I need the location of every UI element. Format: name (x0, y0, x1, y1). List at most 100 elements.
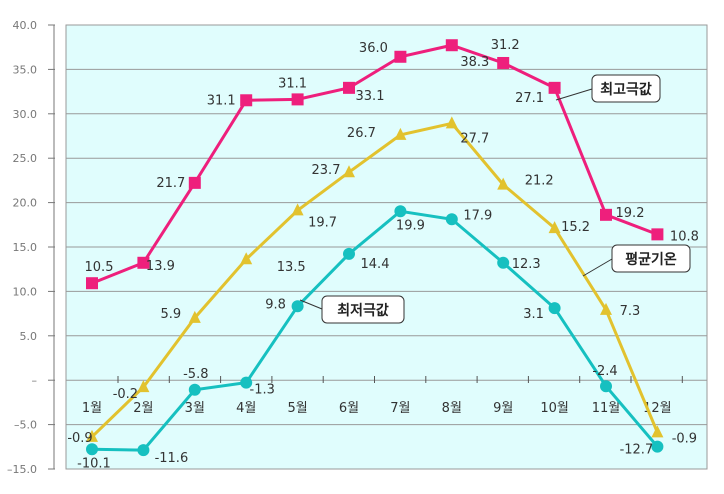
x-tick-label: 9월 (493, 401, 513, 416)
data-point (343, 81, 355, 94)
y-tick-label: 5.0 (20, 330, 38, 343)
x-tick-label: 8월 (442, 401, 462, 416)
data-point (600, 380, 612, 393)
data-point (445, 39, 458, 52)
data-point (497, 56, 510, 69)
data-point (291, 203, 304, 216)
data-point (497, 177, 510, 190)
callout-line (299, 299, 323, 310)
data-label: -11.6 (155, 451, 189, 466)
data-label: 27.7 (460, 131, 489, 146)
data-point (240, 252, 253, 265)
y-tick-label: –15.0 (7, 463, 37, 476)
data-point (548, 302, 561, 315)
x-tick-label: 5월 (287, 401, 307, 416)
data-point (445, 116, 458, 129)
x-tick-label: 10월 (540, 401, 569, 416)
data-point (86, 443, 98, 456)
data-label: 19.9 (396, 218, 425, 233)
data-label: 7.3 (620, 304, 641, 319)
data-point (137, 256, 150, 269)
x-tick-label: 2월 (133, 401, 153, 416)
data-label: 26.7 (347, 126, 376, 141)
y-tick-label: –5.0 (14, 419, 37, 432)
data-label: -5.8 (183, 367, 208, 382)
data-point (651, 425, 664, 438)
data-label: 3.1 (523, 307, 544, 322)
legend-label: 최저극값 (337, 303, 389, 319)
y-tick-label: – (32, 374, 38, 387)
data-point (394, 205, 407, 218)
data-label: 31.2 (491, 38, 520, 53)
data-label: -0.2 (113, 387, 138, 402)
data-label: -0.9 (67, 431, 92, 446)
callout-box (591, 74, 661, 103)
data-point (548, 81, 561, 94)
y-tick-label: 40.0 (13, 19, 38, 32)
data-point (497, 256, 510, 269)
x-tick-label: 3월 (185, 401, 205, 416)
data-point (291, 300, 304, 313)
y-tick-label: 10.0 (13, 285, 38, 298)
y-tick-label: 20.0 (13, 197, 38, 210)
x-tick-label: 6월 (339, 401, 359, 416)
data-label: 12.3 (512, 257, 541, 272)
data-label: 36.0 (359, 41, 388, 56)
data-label: 14.4 (361, 257, 390, 272)
y-tick-label: 15.0 (13, 241, 38, 254)
data-label: -12.7 (620, 443, 654, 458)
data-label: -2.4 (592, 364, 617, 379)
series-line-2 (91, 209, 659, 452)
data-point (548, 221, 561, 234)
data-label: 13.5 (277, 260, 306, 275)
data-label: 19.7 (308, 215, 337, 230)
data-label: 33.1 (356, 89, 385, 104)
x-tick-label: 7월 (390, 401, 410, 416)
data-point (343, 247, 355, 260)
data-label: 5.9 (160, 307, 181, 322)
data-label: 38.3 (460, 55, 489, 70)
legend-label: 최고극값 (600, 82, 652, 98)
data-point (600, 208, 612, 221)
data-point (86, 429, 98, 442)
data-point (651, 228, 664, 241)
data-label: 10.5 (85, 260, 114, 275)
data-point (394, 127, 407, 140)
x-tick-label: 11월 (592, 401, 621, 416)
data-point (291, 93, 304, 106)
data-point (600, 302, 612, 315)
data-label: 21.7 (156, 176, 185, 191)
data-point (86, 277, 98, 290)
data-label: 13.9 (146, 259, 175, 274)
data-label: 31.1 (278, 76, 307, 91)
x-tick-label: 1월 (82, 401, 102, 416)
data-point (188, 176, 201, 189)
data-point (188, 310, 201, 323)
data-point (240, 376, 253, 389)
data-point (240, 94, 253, 107)
y-tick-label: 30.0 (13, 108, 38, 121)
data-label: 23.7 (312, 163, 341, 178)
y-tick-label: 25.0 (13, 152, 38, 165)
data-point (394, 50, 407, 63)
data-label: 17.9 (463, 208, 492, 223)
data-point (188, 383, 201, 396)
data-label: -1.3 (250, 383, 275, 398)
data-point (651, 440, 664, 453)
series-line-0 (91, 43, 658, 285)
y-tick-label: 35.0 (13, 63, 38, 76)
data-label: 19.2 (616, 206, 645, 221)
data-label: 15.2 (561, 220, 590, 235)
data-label: 9.8 (265, 297, 286, 312)
data-point (343, 165, 355, 178)
data-label: -0.9 (672, 431, 697, 446)
data-label: -10.1 (77, 456, 111, 471)
data-label: 31.1 (207, 93, 236, 108)
x-tick-label: 4월 (236, 401, 256, 416)
data-label: 21.2 (525, 174, 554, 189)
callout-box (611, 244, 691, 273)
data-label: 10.8 (670, 229, 699, 244)
callout-box (321, 295, 405, 324)
data-point (137, 380, 150, 393)
